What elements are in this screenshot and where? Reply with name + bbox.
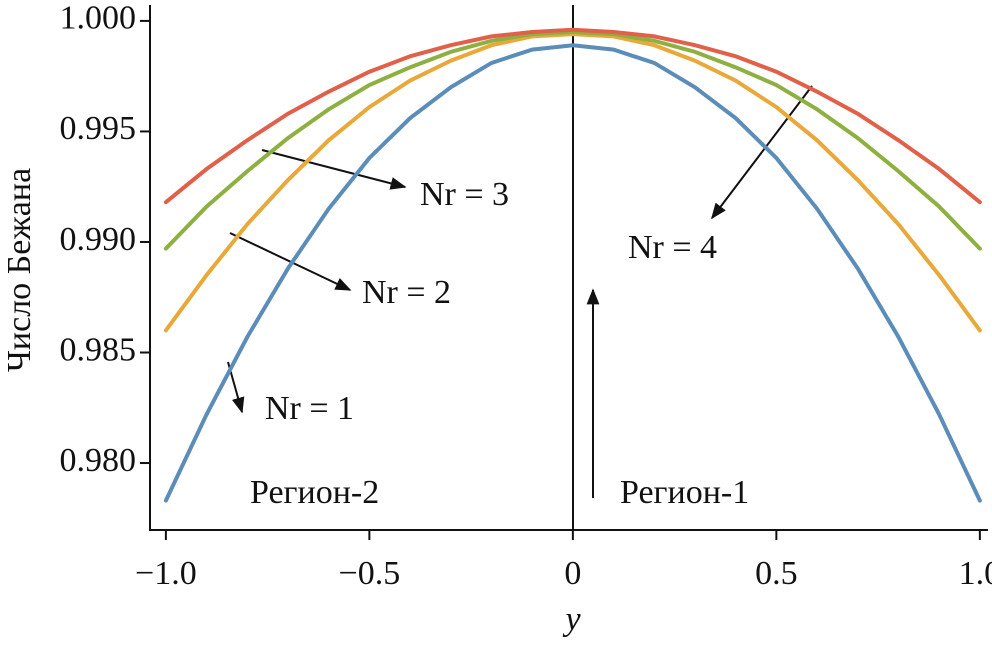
annotation: Регион-1 <box>620 474 749 511</box>
line <box>163 43 982 503</box>
x-tick-label: −0.5 <box>339 555 401 592</box>
series-label: Nr = 1 <box>265 390 354 427</box>
line <box>163 27 982 205</box>
series-label: Nr = 2 <box>362 274 451 311</box>
x-tick-label: 0 <box>564 555 581 592</box>
axes <box>149 5 988 531</box>
y-tick-label: 0.990 <box>60 221 137 258</box>
y-tick-label: 0.995 <box>60 110 137 147</box>
arrow <box>229 232 352 291</box>
line <box>163 32 982 333</box>
series-label: Nr = 3 <box>420 176 509 213</box>
arrow <box>261 149 407 190</box>
annotation: Регион-2 <box>250 474 379 511</box>
x-axis-label: y <box>562 601 581 638</box>
y-axis-label: Число Бежана <box>1 168 38 372</box>
arrow <box>711 85 813 220</box>
x-tick-label: 0.5 <box>755 555 798 592</box>
series-label: Nr = 4 <box>628 229 717 266</box>
y-tick-label: 0.985 <box>60 331 137 368</box>
y-tick-label: 1.000 <box>60 0 137 37</box>
line <box>163 29 982 251</box>
x-tick-label: −1.0 <box>135 555 197 592</box>
x-tick-label: 1.0 <box>959 555 992 592</box>
y-tick-label: 0.980 <box>60 442 137 479</box>
